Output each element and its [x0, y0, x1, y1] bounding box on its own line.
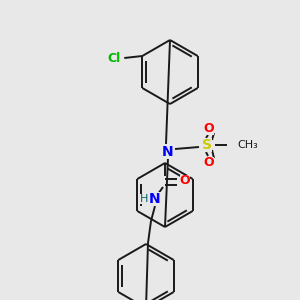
Text: Cl: Cl	[108, 52, 121, 64]
Text: CH₃: CH₃	[237, 140, 258, 150]
Text: O: O	[204, 122, 214, 134]
Text: N: N	[149, 192, 161, 206]
Text: S: S	[202, 138, 212, 152]
Text: O: O	[204, 157, 214, 169]
Text: H: H	[140, 194, 148, 204]
Text: O: O	[180, 175, 190, 188]
Text: N: N	[162, 145, 174, 159]
